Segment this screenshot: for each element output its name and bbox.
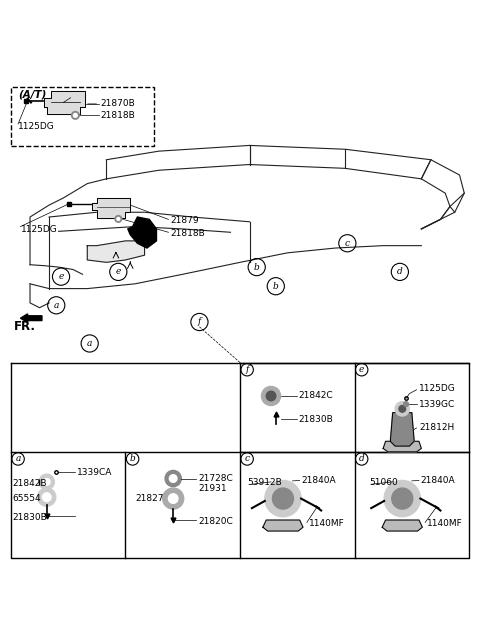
Circle shape <box>392 488 413 509</box>
Circle shape <box>72 111 79 119</box>
Text: e: e <box>116 267 121 276</box>
Circle shape <box>265 480 301 516</box>
Text: 1339GC: 1339GC <box>419 399 455 408</box>
Circle shape <box>165 470 181 487</box>
Circle shape <box>73 113 77 117</box>
Circle shape <box>168 494 178 504</box>
Text: c: c <box>245 455 250 464</box>
Circle shape <box>395 402 409 416</box>
Text: f: f <box>245 365 249 374</box>
Text: a: a <box>87 339 92 348</box>
Text: FR.: FR. <box>14 320 36 334</box>
Text: 21818B: 21818B <box>171 229 205 238</box>
Text: 21879: 21879 <box>171 216 199 225</box>
Text: e: e <box>59 272 64 281</box>
Text: b: b <box>254 263 260 272</box>
Polygon shape <box>44 91 85 115</box>
Text: b: b <box>130 455 135 464</box>
Text: 1140MF: 1140MF <box>309 519 345 528</box>
Polygon shape <box>128 217 156 248</box>
Text: 21842C: 21842C <box>299 392 333 401</box>
Text: 1125DG: 1125DG <box>419 384 456 393</box>
Circle shape <box>163 488 184 509</box>
Text: 53912B: 53912B <box>247 478 282 488</box>
Text: 1125DG: 1125DG <box>21 225 57 234</box>
Polygon shape <box>390 413 414 446</box>
Text: e: e <box>359 365 364 374</box>
Text: 21830B: 21830B <box>299 415 334 424</box>
Circle shape <box>266 391 276 401</box>
Circle shape <box>169 475 177 482</box>
Text: 21842B: 21842B <box>13 478 48 488</box>
Text: d: d <box>359 455 365 464</box>
Text: 1339CA: 1339CA <box>77 468 112 477</box>
Text: f: f <box>198 317 201 327</box>
Polygon shape <box>383 441 421 452</box>
Text: 21840A: 21840A <box>420 476 455 485</box>
Text: a: a <box>15 455 21 464</box>
Text: 1125DG: 1125DG <box>18 122 55 131</box>
Text: 21931: 21931 <box>198 484 227 493</box>
Circle shape <box>115 216 121 222</box>
Circle shape <box>37 488 56 506</box>
Circle shape <box>39 474 54 489</box>
Circle shape <box>404 402 408 406</box>
Polygon shape <box>263 520 303 531</box>
Circle shape <box>273 488 293 509</box>
Text: 21840A: 21840A <box>301 476 336 485</box>
Text: 1140MF: 1140MF <box>427 519 463 528</box>
Text: b: b <box>273 281 279 290</box>
Circle shape <box>399 406 406 412</box>
Text: c: c <box>345 239 350 248</box>
Bar <box>11 87 154 146</box>
Circle shape <box>117 218 120 220</box>
Text: d: d <box>397 267 403 276</box>
Text: 65554: 65554 <box>13 494 41 503</box>
Text: 21820C: 21820C <box>198 517 233 526</box>
Text: 21827: 21827 <box>135 494 164 503</box>
Text: 21818B: 21818B <box>100 111 135 120</box>
Text: (A/T): (A/T) <box>18 89 47 99</box>
Text: 21812H: 21812H <box>419 424 454 432</box>
Text: a: a <box>54 301 59 310</box>
Circle shape <box>262 386 281 406</box>
Text: 21830B: 21830B <box>13 513 48 522</box>
Circle shape <box>42 493 51 502</box>
Text: 21728C: 21728C <box>198 474 233 483</box>
FancyArrow shape <box>21 314 42 323</box>
Polygon shape <box>382 520 422 531</box>
Circle shape <box>384 480 420 516</box>
Polygon shape <box>87 241 144 262</box>
Text: 21870B: 21870B <box>100 99 135 108</box>
Polygon shape <box>92 198 130 218</box>
Text: 51060: 51060 <box>369 478 397 488</box>
Circle shape <box>43 478 50 485</box>
